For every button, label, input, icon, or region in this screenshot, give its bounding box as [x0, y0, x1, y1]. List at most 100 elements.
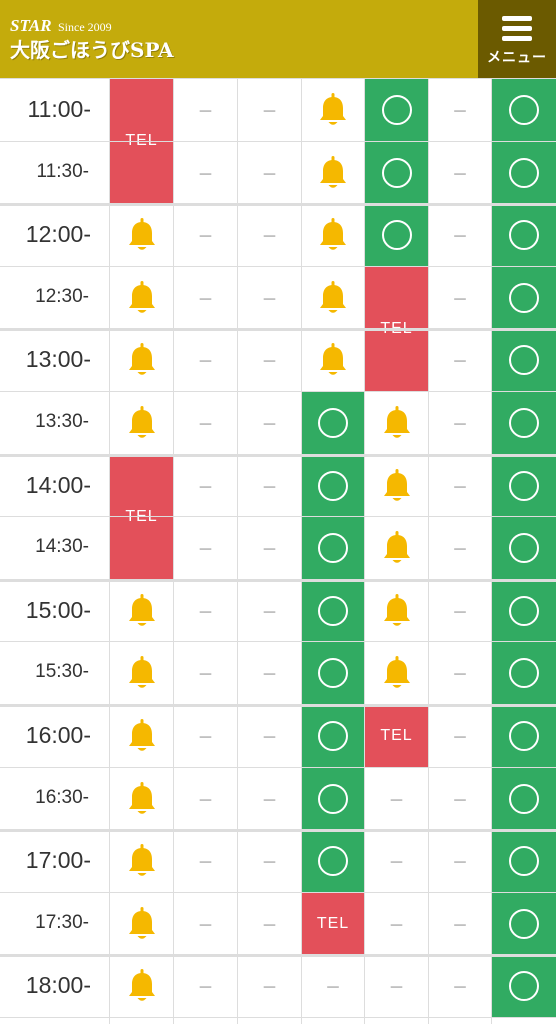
slot-tel[interactable]: TEL [365, 705, 428, 767]
slot-available[interactable] [365, 204, 428, 266]
slot-few-left[interactable] [110, 392, 173, 454]
site-header: STAR Since 2009 大阪ごほうびSPA メニュー [0, 0, 556, 78]
slot-few-left[interactable] [302, 329, 364, 391]
slot-available[interactable] [492, 517, 556, 579]
slot-available[interactable] [492, 705, 556, 767]
row-divider [0, 266, 556, 267]
slot-unavailable: － [451, 166, 468, 184]
slot-unavailable: － [261, 604, 278, 622]
slot-available[interactable] [365, 142, 428, 203]
slot-few-left[interactable] [110, 893, 173, 954]
slot-few-left[interactable] [110, 204, 173, 266]
slot-available[interactable] [365, 79, 428, 141]
slot-available[interactable] [492, 267, 556, 328]
slot-available[interactable] [492, 893, 556, 954]
slot-unavailable: － [451, 855, 468, 872]
time-label: 12:00- [25, 220, 91, 247]
bell-icon [320, 93, 346, 125]
slot-tel[interactable]: TEL [302, 893, 364, 954]
slot-available[interactable] [492, 768, 556, 829]
time-label: 14:00- [25, 471, 91, 498]
slot-available[interactable] [302, 768, 364, 829]
slot-available[interactable] [302, 392, 364, 454]
slot-few-left[interactable] [365, 642, 428, 704]
slot-unavailable: － [197, 980, 214, 997]
slot-unavailable: － [261, 229, 278, 246]
slot-available[interactable] [492, 955, 556, 1017]
column-divider [109, 78, 110, 1024]
slot-few-left[interactable] [302, 79, 364, 141]
time-label: 17:30- [35, 912, 89, 933]
slot-few-left[interactable] [365, 455, 428, 516]
slot-few-left[interactable] [365, 580, 428, 641]
slot-few-left[interactable] [110, 955, 173, 1017]
tel-label: TEL [125, 132, 158, 149]
tel-label: TEL [316, 914, 350, 932]
row-divider [0, 78, 556, 79]
time-label: 14:30- [35, 536, 89, 557]
slot-available[interactable] [492, 329, 556, 391]
time-label: 13:30- [35, 411, 89, 432]
slot-available[interactable] [492, 642, 556, 704]
slot-few-left[interactable] [110, 705, 173, 767]
bell-icon [128, 343, 155, 375]
bell-icon [128, 218, 155, 250]
slot-available[interactable] [492, 392, 556, 454]
slot-unavailable: － [197, 166, 214, 184]
bell-icon [128, 906, 155, 939]
slot-few-left[interactable] [110, 642, 173, 704]
circle-icon [509, 846, 539, 876]
slot-few-left[interactable] [365, 392, 428, 454]
slot-available[interactable] [492, 830, 556, 892]
slot-available[interactable] [302, 642, 364, 704]
slot-few-left[interactable] [110, 580, 173, 641]
menu-button[interactable]: メニュー [478, 0, 556, 78]
slot-available[interactable] [302, 580, 364, 641]
circle-icon [318, 595, 348, 626]
logo-star-text: STAR [10, 16, 52, 35]
slot-unavailable: － [451, 229, 468, 246]
bell-icon [320, 343, 346, 375]
bell-icon [383, 406, 410, 438]
slot-few-left[interactable] [302, 267, 364, 328]
circle-icon [509, 157, 539, 188]
circle-icon [509, 408, 539, 438]
slot-available[interactable] [302, 830, 364, 892]
slot-unavailable: － [197, 354, 214, 371]
slot-unavailable: － [451, 667, 468, 684]
bell-icon [128, 280, 155, 313]
bell-icon [128, 406, 155, 438]
slot-unavailable: － [451, 417, 468, 434]
time-label: 15:00- [25, 596, 91, 623]
time-label: 13:00- [25, 345, 91, 372]
slot-unavailable: － [451, 291, 468, 309]
slot-few-left[interactable] [302, 142, 364, 203]
slot-tel[interactable]: TEL [110, 455, 173, 579]
logo-shop-name: 大阪ごほうびSPA [10, 38, 174, 62]
circle-icon [318, 721, 348, 751]
column-divider [428, 78, 429, 1024]
slot-available[interactable] [492, 142, 556, 203]
slot-few-left[interactable] [110, 329, 173, 391]
slot-few-left[interactable] [110, 830, 173, 892]
slot-few-left[interactable] [365, 517, 428, 579]
circle-icon [381, 220, 412, 250]
row-divider [0, 516, 556, 517]
slot-unavailable: － [197, 792, 214, 810]
slot-available[interactable] [302, 455, 364, 516]
slot-unavailable: － [451, 354, 468, 371]
circle-icon [509, 971, 539, 1001]
slot-few-left[interactable] [110, 267, 173, 328]
slot-available[interactable] [492, 79, 556, 141]
slot-available[interactable] [492, 580, 556, 641]
bell-icon [320, 280, 346, 313]
slot-available[interactable] [492, 204, 556, 266]
slot-few-left[interactable] [110, 768, 173, 829]
bell-icon [128, 969, 155, 1001]
slot-few-left[interactable] [302, 204, 364, 266]
slot-available[interactable] [302, 705, 364, 767]
slot-available[interactable] [492, 455, 556, 516]
slot-unavailable: － [197, 917, 214, 935]
slot-unavailable: － [197, 104, 214, 121]
slot-available[interactable] [302, 517, 364, 579]
